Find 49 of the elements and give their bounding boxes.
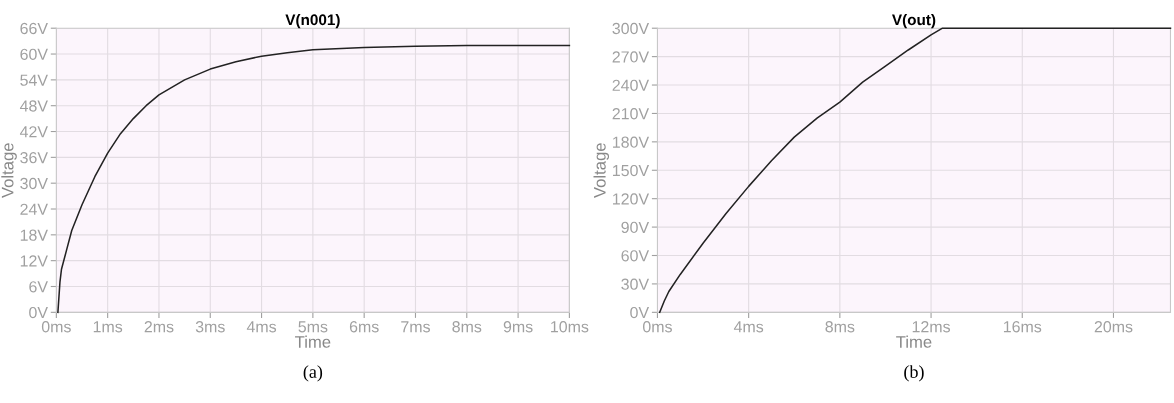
y-tick-label: 300V xyxy=(612,22,650,35)
x-tick-label: 5ms xyxy=(298,321,328,333)
x-tick-label: 0ms xyxy=(642,321,672,333)
x-tick-label: 20ms xyxy=(1094,321,1133,333)
x-tick-label: 1ms xyxy=(93,321,123,333)
y-axis-title: Voltage xyxy=(1,143,17,198)
text: (b) xyxy=(904,365,924,382)
y-axis-title: Voltage xyxy=(593,143,610,198)
text: (a) xyxy=(303,365,323,382)
y-tick-label: 66V xyxy=(20,22,48,35)
y-tick-label: 30V xyxy=(20,177,48,190)
y-tick-label: 240V xyxy=(612,79,650,91)
x-tick-label: 2ms xyxy=(144,321,174,333)
y-tick-label: 48V xyxy=(19,100,48,112)
y-tick-label: 42V xyxy=(19,126,48,138)
y-tick-label: 180V xyxy=(613,136,650,148)
y-tick-label: 270V xyxy=(612,51,650,63)
y-tick-label: 90V xyxy=(621,221,650,234)
chart-title: V(out) xyxy=(892,13,936,29)
x-tick-label: 0ms xyxy=(41,321,71,333)
y-tick-label: 36V xyxy=(20,151,48,164)
x-tick-label: 8ms xyxy=(825,321,855,333)
x-tick-label: 8ms xyxy=(452,321,482,333)
y-tick-label: 54V xyxy=(20,74,48,86)
chart-title: V(n001) xyxy=(285,13,340,29)
y-tick-label: 0V xyxy=(29,306,48,319)
x-axis-title: Time xyxy=(295,335,331,348)
line-series xyxy=(658,27,1172,314)
x-tick-label: 4ms xyxy=(733,321,764,333)
x-tick-label: 12ms xyxy=(912,321,951,333)
x-tick-label: 10ms xyxy=(551,321,589,333)
y-tick-label: 150V xyxy=(613,164,650,177)
x-axis-title: Time xyxy=(896,335,932,348)
x-tick-label: 4ms xyxy=(246,321,277,333)
x-tick-label: 9ms xyxy=(503,321,533,333)
y-tick-label: 60V xyxy=(621,250,650,262)
y-tick-label: 24V xyxy=(20,203,48,215)
y-tick-label: 0V xyxy=(630,306,650,319)
y-tick-label: 6V xyxy=(29,281,48,293)
x-tick-label: 16ms xyxy=(1003,321,1042,333)
y-tick-label: 18V xyxy=(20,229,48,241)
y-tick-label: 120V xyxy=(613,193,650,205)
x-tick-label: 3ms xyxy=(195,321,225,333)
y-tick-label: 12V xyxy=(20,255,48,267)
x-tick-label: 6ms xyxy=(349,321,379,333)
y-tick-label: 210V xyxy=(612,108,650,120)
y-tick-label: 30V xyxy=(621,278,650,290)
x-tick-label: 7ms xyxy=(401,321,430,333)
y-tick-label: 60V xyxy=(20,48,48,60)
